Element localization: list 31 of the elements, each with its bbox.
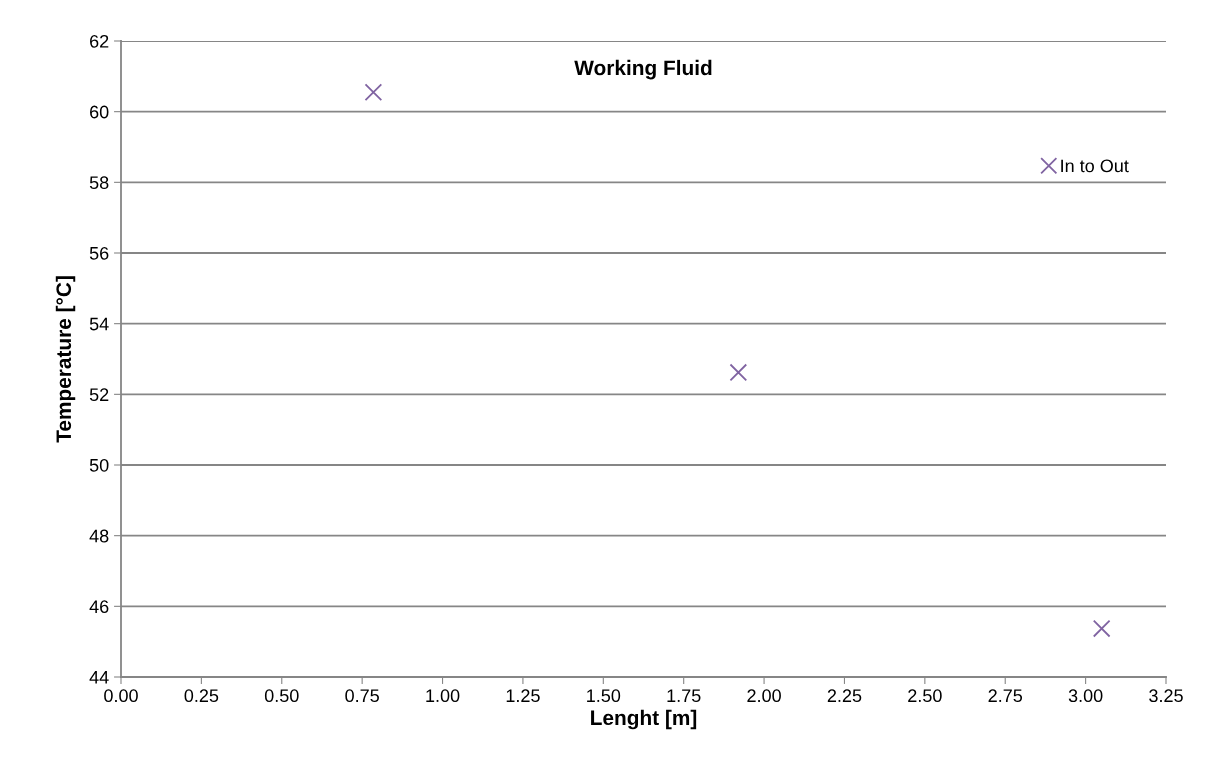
point — [364, 83, 383, 102]
y-tick-label: 56 — [89, 246, 109, 260]
y-tick-label: 58 — [89, 176, 109, 190]
x-tick-label: 3.25 — [1149, 689, 1183, 703]
x-tick-label: 2.25 — [827, 689, 862, 703]
x-tick-label: 0.00 — [104, 689, 138, 703]
y-tick-label: 52 — [89, 388, 109, 402]
x-tick-label: 2.00 — [747, 689, 781, 703]
x-tick-label: 1.50 — [587, 689, 621, 703]
y-tick-label: 44 — [89, 671, 109, 684]
text: Working Fluid — [574, 59, 712, 80]
y-tick-label: 46 — [89, 600, 109, 614]
y-tick-label: 60 — [90, 105, 109, 119]
x-tick-label: 0.25 — [184, 689, 219, 703]
x-tick-label: 0.50 — [264, 689, 299, 703]
x-tick-label: 1.00 — [426, 689, 460, 703]
x-tick-label: 1.75 — [667, 689, 701, 703]
x-axis-title: Lenght [m] — [591, 709, 697, 730]
point — [1092, 619, 1111, 638]
y-tick-label: 48 — [89, 529, 109, 543]
x-tick-label: 2.75 — [988, 689, 1023, 703]
x-tick-label: 0.75 — [345, 689, 379, 703]
x-tick-label: 2.50 — [908, 689, 942, 703]
y-axis-title: Temperature [°C] — [55, 276, 76, 443]
x-tick-label: 1.25 — [506, 689, 540, 703]
point — [729, 363, 748, 382]
y-tick-label: 62 — [90, 34, 109, 48]
x-tick-label: 3.00 — [1068, 689, 1103, 703]
y-tick-label: 50 — [89, 458, 109, 472]
y-tick-label: 54 — [89, 317, 109, 331]
legend-label: In to Out — [1061, 159, 1129, 173]
